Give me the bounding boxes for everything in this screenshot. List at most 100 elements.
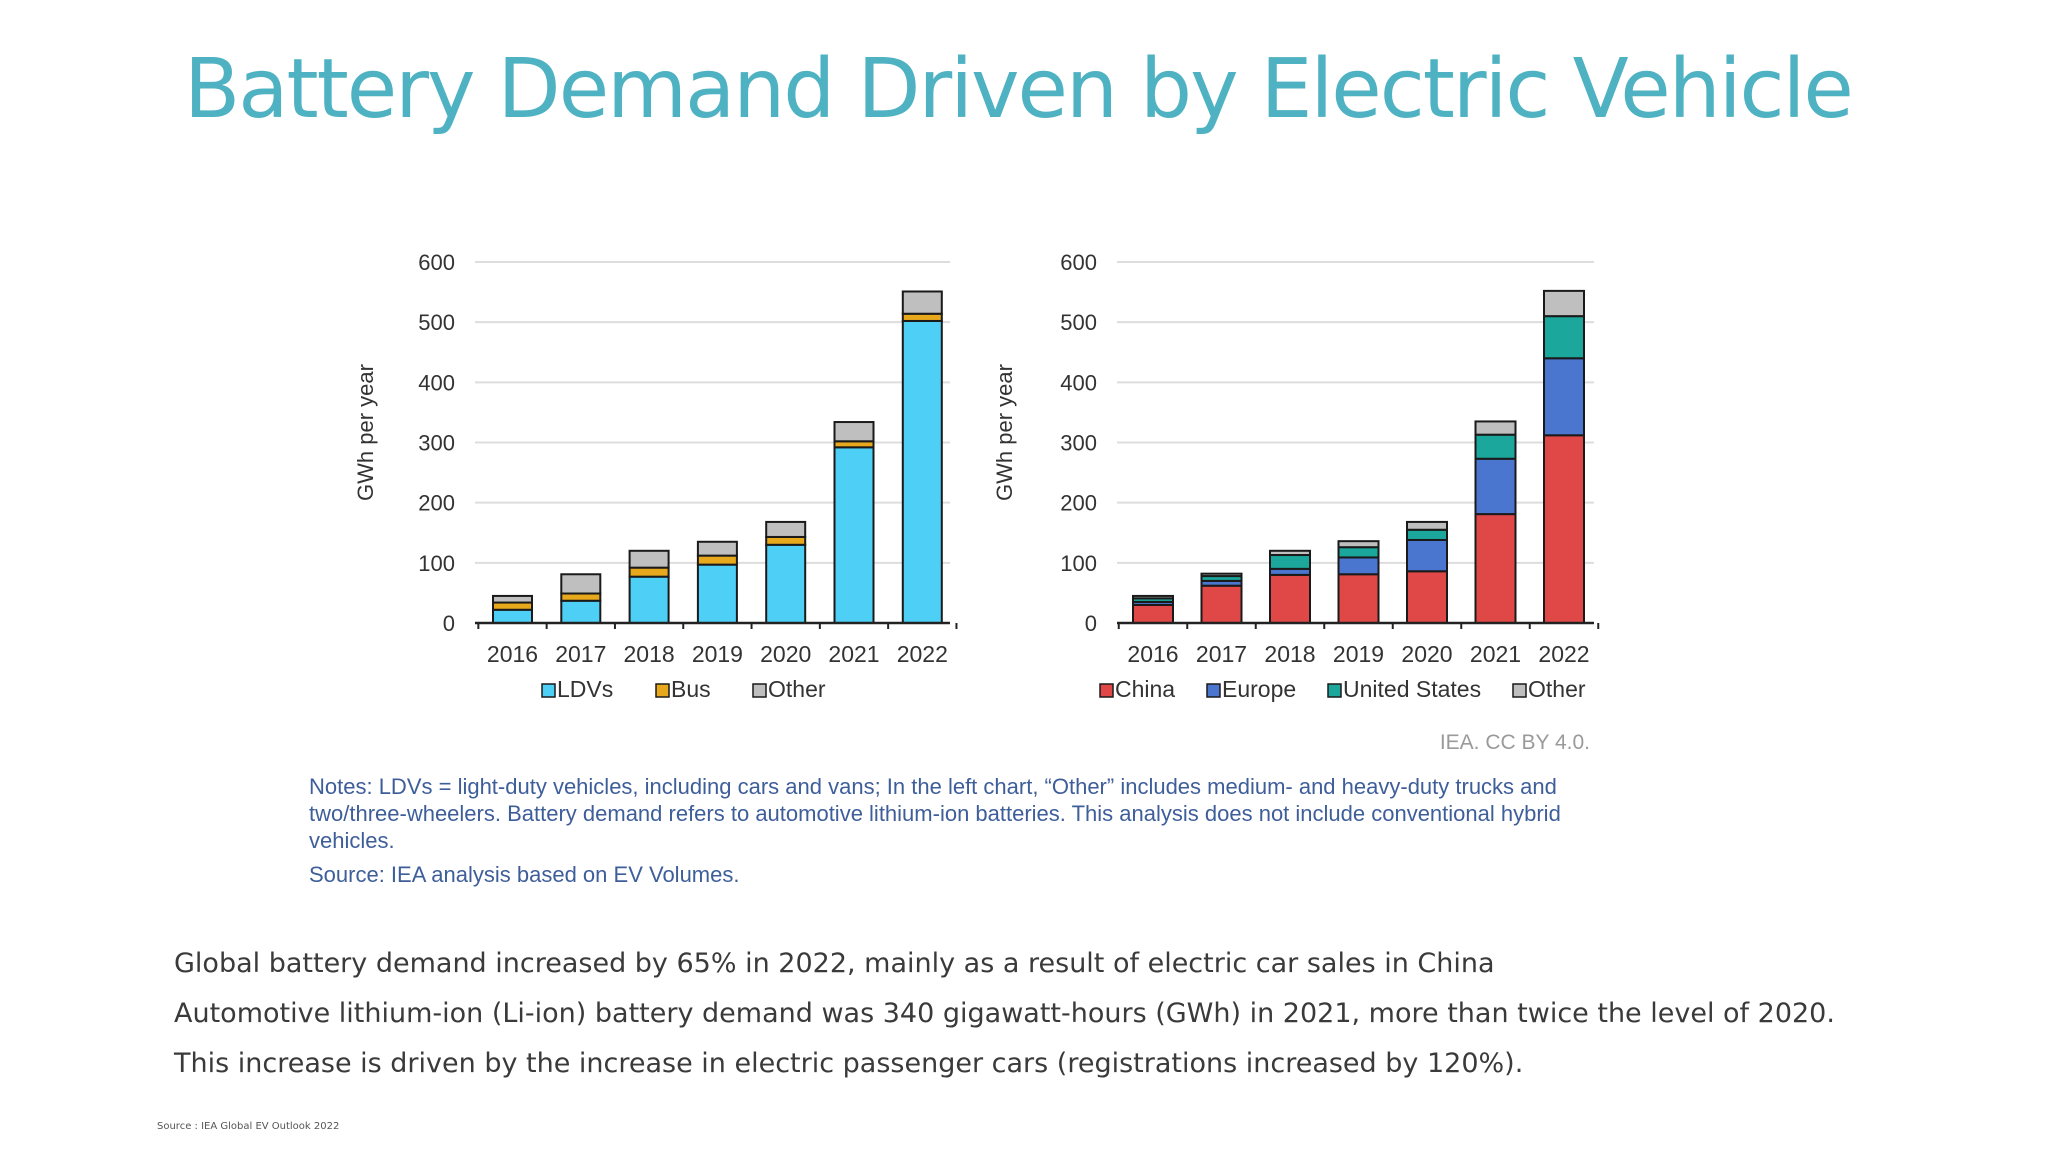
right-bar-segment-other-2022	[1543, 289, 1585, 318]
left-xtick-label: 2016	[487, 641, 538, 667]
chart-notes: Notes: LDVs = light-duty vehicles, inclu…	[309, 773, 1609, 888]
right-legend-label: Europe	[1222, 676, 1296, 702]
left-ytick-label: 500	[418, 310, 455, 335]
right-bar-segment-other-2021	[1474, 420, 1517, 436]
right-ytick-label: 300	[1060, 431, 1097, 456]
left-xtick-label: 2020	[760, 641, 811, 667]
right-bar-segment-united-states-2022	[1543, 315, 1585, 360]
left-ytick-label: 100	[418, 551, 455, 576]
left-ytick-label: 300	[418, 431, 455, 456]
right-bar-segment-europe-2020	[1406, 538, 1448, 573]
slide-source: Source : IEA Global EV Outlook 2022	[157, 1121, 340, 1132]
right-ytick-label: 400	[1060, 370, 1097, 395]
left-bar-segment-bus-2022	[901, 312, 943, 322]
right-bar-segment-united-states-2020	[1406, 528, 1448, 541]
chart-left-battery-by-vehicle: 0 100 200 300 400 500 600 GWh per year 2016 2017 2…	[353, 250, 958, 702]
left-xtick-label: 2018	[624, 641, 675, 667]
left-bar-segment-other-2019	[696, 540, 738, 557]
right-bar-segment-europe-2022	[1543, 357, 1585, 437]
notes-source: Source: IEA analysis based on EV Volumes…	[309, 862, 740, 887]
left-bar-segment-other-2020	[765, 520, 807, 538]
right-y-axis-label: GWh per year	[992, 364, 1017, 501]
left-ytick-label: 200	[418, 491, 455, 516]
left-bar-segment-ldvs-2020	[765, 543, 807, 624]
left-y-axis-label: GWh per year	[353, 364, 378, 501]
left-legend-swatch-ldvs	[541, 683, 556, 698]
right-xtick-label: 2017	[1196, 641, 1247, 667]
left-ytick-label: 400	[418, 370, 455, 395]
left-legend-label: Other	[768, 676, 826, 702]
left-bar-segment-other-2021	[833, 421, 875, 443]
left-bar-segment-other-2017	[560, 573, 602, 595]
right-legend-swatch-united-states	[1327, 683, 1342, 698]
left-xtick-label: 2021	[828, 641, 879, 667]
right-bar-segment-china-2017	[1200, 584, 1243, 624]
right-legend-label: United States	[1343, 676, 1481, 702]
right-ytick-label: 200	[1060, 491, 1097, 516]
left-ytick-label: 0	[443, 611, 455, 636]
right-bar-segment-europe-2019	[1337, 556, 1380, 576]
left-bar-segment-other-2022	[901, 290, 943, 315]
right-bar-segment-united-states-2019	[1337, 546, 1380, 559]
right-legend-label: Other	[1528, 676, 1586, 702]
right-bar-segment-other-2020	[1406, 520, 1448, 531]
right-bar-segment-china-2022	[1543, 434, 1585, 624]
right-bar-segment-other-2018	[1269, 549, 1311, 557]
right-bar-segment-china-2020	[1406, 570, 1448, 624]
right-bar-segment-other-2017	[1200, 572, 1243, 578]
bullet-item-1: Global battery demand increased by 65% i…	[174, 948, 1495, 979]
right-bar-segment-other-2019	[1337, 540, 1380, 549]
left-bar-segment-bus-2020	[765, 535, 807, 546]
right-xtick-label: 2022	[1538, 641, 1589, 667]
right-ytick-label: 100	[1060, 551, 1097, 576]
left-bar-segment-bus-2016	[492, 601, 533, 611]
right-bar-segment-united-states-2018	[1269, 554, 1311, 570]
left-ytick-label: 600	[418, 250, 455, 275]
left-legend-swatch-other	[752, 683, 767, 698]
charts-svg: 0 100 200 300 400 500 600 GWh per year 2016 2017 2…	[353, 250, 1600, 754]
chart-right-battery-by-region: 0 100 200 300 400 500 600 GWh per year 2016 2017 2…	[992, 250, 1600, 702]
right-ytick-label: 600	[1060, 250, 1097, 275]
right-xtick-label: 2019	[1333, 641, 1384, 667]
right-bar-segment-china-2016	[1132, 603, 1174, 625]
left-bar-segment-bus-2019	[696, 554, 738, 566]
right-legend-swatch-other	[1512, 683, 1527, 698]
right-xtick-label: 2018	[1264, 641, 1315, 667]
right-xtick-label: 2016	[1127, 641, 1178, 667]
right-xtick-label: 2020	[1401, 641, 1452, 667]
right-legend-label: China	[1115, 676, 1175, 702]
slide-title: Battery Demand Driven by Electric Vehicl…	[184, 42, 1854, 137]
left-bar-segment-ldvs-2018	[628, 575, 670, 625]
left-bar-segment-bus-2017	[560, 592, 602, 602]
right-bar-segment-other-2016	[1132, 594, 1174, 600]
iea-attribution: IEA. CC BY 4.0.	[1440, 731, 1590, 754]
left-bar-segment-ldvs-2019	[696, 563, 738, 624]
left-xtick-label: 2022	[897, 641, 948, 667]
right-bar-segment-china-2018	[1269, 573, 1311, 624]
left-xtick-label: 2019	[692, 641, 743, 667]
right-bar-segment-europe-2021	[1474, 457, 1517, 516]
right-bar-segment-united-states-2021	[1474, 433, 1517, 460]
right-ytick-label: 500	[1060, 310, 1097, 335]
left-bar-segment-ldvs-2022	[901, 319, 943, 624]
right-legend-swatch-china	[1099, 683, 1114, 698]
right-bar-segment-china-2019	[1337, 573, 1380, 625]
right-legend-swatch-europe	[1206, 683, 1221, 698]
left-bar-segment-other-2018	[628, 549, 670, 569]
left-legend-label: LDVs	[557, 676, 613, 702]
left-legend-swatch-bus	[655, 683, 670, 698]
bullet-item-3: This increase is driven by the increase …	[174, 1048, 1524, 1079]
left-bar-segment-ldvs-2016	[492, 608, 533, 624]
left-bar-segment-other-2016	[492, 594, 533, 604]
bullet-list: Global battery demand increased by 65% i…	[174, 948, 1835, 1098]
left-xtick-label: 2017	[555, 641, 606, 667]
bullet-item-2: Automotive lithium-ion (Li-ion) battery …	[174, 998, 1835, 1029]
right-ytick-label: 0	[1085, 611, 1097, 636]
left-bar-segment-ldvs-2017	[560, 599, 602, 625]
right-xtick-label: 2021	[1470, 641, 1521, 667]
right-bar-segment-china-2021	[1474, 513, 1517, 624]
left-bar-segment-ldvs-2021	[833, 446, 875, 624]
left-legend-label: Bus	[671, 676, 711, 702]
notes-text: Notes: LDVs = light-duty vehicles, inclu…	[309, 774, 1561, 853]
left-bar-segment-bus-2018	[628, 566, 670, 578]
